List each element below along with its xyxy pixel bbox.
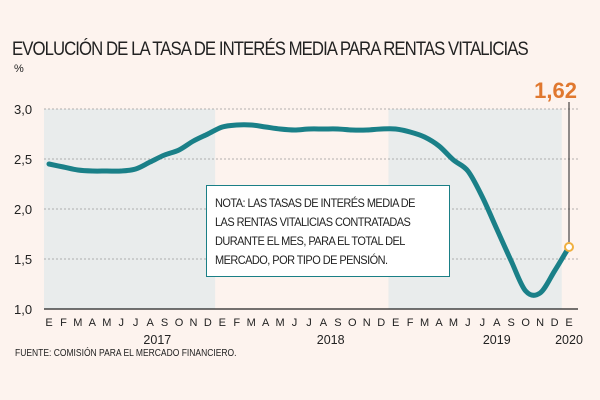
x-tick-label: J: [306, 317, 312, 329]
note-box: NOTA: LAS TASAS DE INTERÉS MEDIA DE LAS …: [206, 185, 450, 277]
y-tick-label: 1,0: [14, 302, 32, 317]
x-tick-label: F: [60, 317, 67, 329]
x-tick-label: E: [565, 317, 572, 329]
note-line: DURANTE EL MES, PARA EL TOTAL DEL: [215, 234, 405, 248]
chart-title: EVOLUCIÓN DE LA TASA DE INTERÉS MEDIA PA…: [12, 38, 529, 60]
x-tick-label: M: [449, 317, 458, 329]
x-tick-label: S: [334, 317, 341, 329]
last-point-marker: [564, 242, 574, 252]
x-tick-label: A: [435, 317, 443, 329]
x-tick-label: S: [508, 317, 515, 329]
x-tick-label: M: [102, 317, 111, 329]
x-tick-label: J: [480, 317, 486, 329]
series-line: [46, 122, 572, 298]
year-label: 2018: [317, 333, 345, 347]
x-tick-label: D: [204, 317, 212, 329]
x-tick-label: N: [363, 317, 371, 329]
x-tick-label: J: [465, 317, 471, 329]
x-tick-label: D: [551, 317, 559, 329]
x-tick-label: S: [161, 317, 168, 329]
x-tick-label: N: [189, 317, 197, 329]
x-tick-label: F: [407, 317, 414, 329]
y-tick-label: 1,5: [14, 252, 32, 267]
year-label: 2019: [483, 333, 511, 347]
x-tick-label: A: [89, 317, 97, 329]
x-tick-label: D: [377, 317, 385, 329]
x-tick-label: O: [175, 317, 184, 329]
year-label: 2017: [143, 333, 171, 347]
y-tick-label: 2,0: [14, 202, 32, 217]
x-tick-label: O: [348, 317, 357, 329]
x-tick-label: M: [247, 317, 256, 329]
y-tick-label: 3,0: [14, 102, 32, 117]
x-tick-label: M: [276, 317, 285, 329]
year-label: 2020: [555, 333, 583, 347]
x-tick-label: E: [219, 317, 226, 329]
note-line: LAS RENTAS VITALICIAS CONTRATADAS: [215, 215, 411, 229]
x-tick-label: A: [320, 317, 328, 329]
x-tick-label: A: [262, 317, 270, 329]
x-tick-label: E: [45, 317, 52, 329]
y-axis-label: %: [14, 63, 24, 75]
x-tick-label: J: [133, 317, 139, 329]
x-tick-label: A: [493, 317, 501, 329]
x-tick-label: O: [521, 317, 530, 329]
last-value-label: 1,62: [534, 78, 577, 103]
note-line: MERCADO, POR TIPO DE PENSIÓN.: [215, 253, 388, 267]
x-tick-label: M: [73, 317, 82, 329]
x-tick-label: M: [420, 317, 429, 329]
x-tick-label: A: [146, 317, 154, 329]
x-tick-label: N: [536, 317, 544, 329]
x-tick-label: J: [118, 317, 124, 329]
x-tick-label: J: [292, 317, 298, 329]
y-tick-label: 2,5: [14, 152, 32, 167]
note-line: NOTA: LAS TASAS DE INTERÉS MEDIA DE: [215, 196, 415, 210]
x-tick-label: F: [233, 317, 240, 329]
source-note: FUENTE: COMISIÓN PARA EL MERCADO FINANCI…: [15, 348, 237, 359]
x-tick-label: E: [392, 317, 399, 329]
